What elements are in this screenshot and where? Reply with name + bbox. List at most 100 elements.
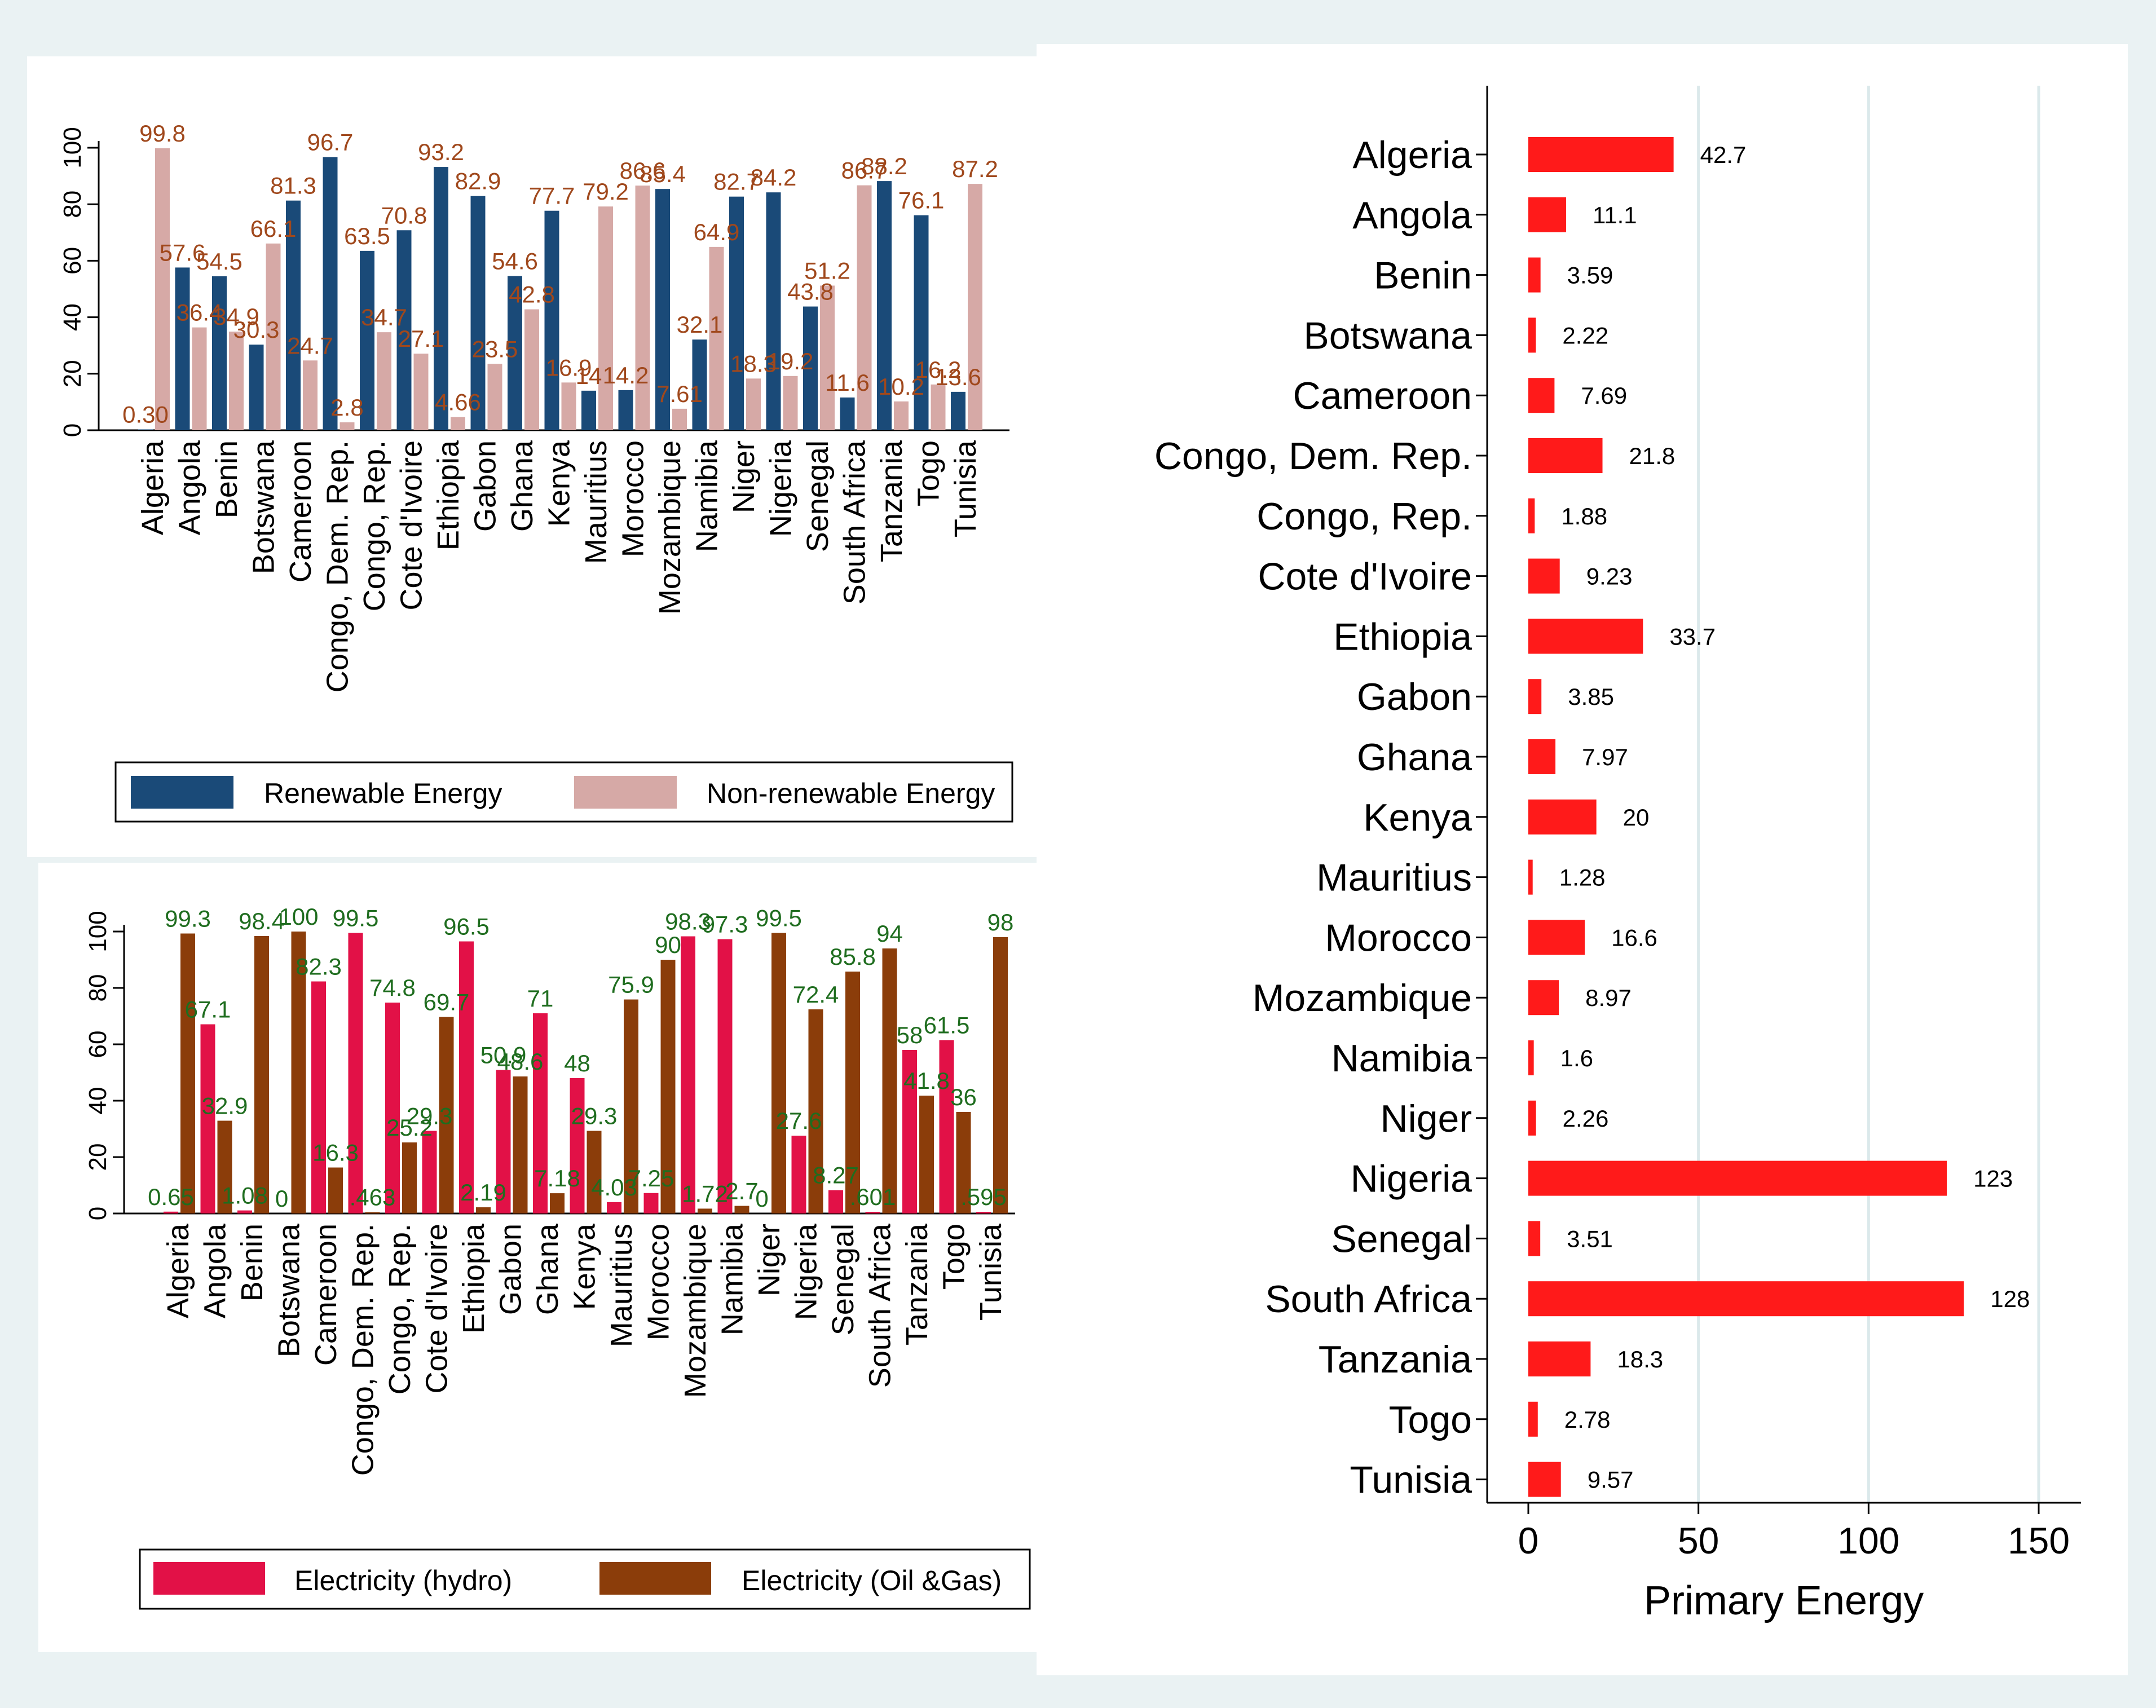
data-label: 82.9 <box>455 168 501 195</box>
bar-renewable-energy-cote-d-ivoire <box>396 230 412 430</box>
data-label: 41.8 <box>903 1067 950 1094</box>
primary-energy-category-labels: Algeria Angola Benin Botswana Cameroon Congo,… <box>1154 134 1472 1502</box>
data-label: 96.5 <box>443 913 490 940</box>
data-label: 1.72 <box>682 1180 728 1207</box>
category-label: Togo <box>937 1224 971 1290</box>
bar-renewable-energy-morocco <box>618 390 633 430</box>
category-label: Ghana <box>531 1223 565 1315</box>
data-label: 85.4 <box>640 161 686 187</box>
data-label: 10.2 <box>878 373 924 400</box>
electricity-share-chart: 0 20 40 60 80 100 0.65 67.1 1.08 0 82.3 99.5 74.8 29… <box>84 903 1031 1610</box>
data-label: 16.3 <box>312 1140 359 1166</box>
bar-renewable-energy-nigeria <box>766 192 781 430</box>
category-label: Tunisia <box>949 440 982 537</box>
bar-primary-morocco <box>1528 920 1585 955</box>
data-label: 18.3 <box>1617 1346 1663 1372</box>
data-label: 82.7 <box>713 169 760 195</box>
bar-primary-cameroon <box>1528 378 1555 413</box>
category-label: Ghana <box>505 440 539 532</box>
bar-electricity-hydro-ethiopia <box>459 941 474 1213</box>
data-label: 0 <box>275 1185 288 1212</box>
x-tick-label: 0 <box>1518 1520 1539 1561</box>
bar-electricity-hydro-mozambique <box>681 936 695 1213</box>
y-tick-label: 20 <box>59 360 86 387</box>
bar-electricity-oil-gas-cameroon <box>328 1167 343 1213</box>
data-label: 32.9 <box>202 1093 248 1119</box>
bar-non-renewable-energy-niger <box>746 378 761 430</box>
category-label: Ethiopia <box>1333 615 1472 658</box>
data-label: 7.18 <box>534 1165 580 1191</box>
legend-label-nonrenewable: Non-renewable Energy <box>707 778 995 809</box>
energy-share-bars <box>138 148 982 430</box>
bar-renewable-energy-mozambique <box>655 189 670 430</box>
bar-renewable-energy-tunisia <box>951 391 965 430</box>
data-label: 100 <box>279 903 318 930</box>
category-label: South Africa <box>1265 1278 1472 1321</box>
category-label: Mozambique <box>653 440 687 615</box>
bar-electricity-oil-gas-morocco <box>660 960 676 1213</box>
data-label: 16.9 <box>546 354 592 381</box>
data-label: 93.2 <box>418 139 464 165</box>
data-label: 3.59 <box>1567 262 1613 289</box>
legend-label-oilgas: Electricity (Oil &Gas) <box>742 1565 1002 1596</box>
legend-label-renewable: Renewable Energy <box>264 778 502 809</box>
category-label: Morocco <box>616 440 650 557</box>
category-label: Niger <box>752 1224 786 1296</box>
category-label: Tanzania <box>900 1223 934 1345</box>
category-label: Benin <box>210 440 244 518</box>
bar-primary-ghana <box>1528 739 1556 774</box>
bar-primary-angola <box>1528 197 1566 232</box>
data-label: 57.6 <box>160 239 206 266</box>
bar-renewable-energy-cameroon <box>286 200 301 430</box>
category-label: Congo, Dem. Rep. <box>346 1224 380 1476</box>
data-label: 87.2 <box>952 156 998 182</box>
electricity-share-value-labels: 0.65 67.1 1.08 0 82.3 99.5 74.8 29.3 96.5 50.9 71 4… <box>148 903 1013 1212</box>
category-label: Togo <box>912 440 946 506</box>
legend-swatch-oilgas <box>599 1562 711 1595</box>
data-label: 48 <box>564 1050 590 1076</box>
data-label: 24.7 <box>287 332 333 359</box>
data-label: 0.65 <box>148 1184 194 1210</box>
data-label: 36.4 <box>177 299 223 326</box>
data-label: 99.3 <box>165 906 211 932</box>
primary-energy-panel <box>1037 44 2128 1675</box>
data-label: 2.7 <box>725 1178 758 1204</box>
electricity-share-legend: Electricity (hydro) Electricity (Oil &Ga… <box>139 1548 1031 1610</box>
data-label: 34.9 <box>213 303 259 330</box>
bar-non-renewable-energy-mozambique <box>672 408 687 430</box>
bar-primary-mauritius <box>1528 859 1533 895</box>
bar-electricity-oil-gas-tunisia <box>993 937 1008 1213</box>
bar-electricity-oil-gas-botswana <box>291 932 306 1213</box>
data-label: 25.2 <box>386 1114 433 1141</box>
category-label: Angola <box>1352 194 1472 237</box>
data-label: 7.69 <box>1581 382 1627 409</box>
data-label: 2.8 <box>330 394 363 421</box>
category-label: Senegal <box>1331 1217 1472 1260</box>
bar-electricity-hydro-ghana <box>533 1013 548 1213</box>
category-label: Congo, Dem. Rep. <box>321 440 355 692</box>
bar-renewable-energy-benin <box>212 276 227 430</box>
bar-renewable-energy-kenya <box>544 210 559 430</box>
data-label: 0 <box>755 1185 768 1212</box>
bar-electricity-oil-gas-niger <box>771 933 786 1213</box>
bar-non-renewable-energy-namibia <box>709 246 724 430</box>
category-label: Cote d'Ivoire <box>1258 555 1472 598</box>
category-label: Mauritius <box>579 440 613 564</box>
category-label: Togo <box>1389 1398 1472 1441</box>
electricity-share-category-labels: Algeria Angola Benin Botswana Cameroon Congo,… <box>161 1223 1008 1476</box>
category-label: Namibia <box>716 1223 749 1335</box>
data-label: 9.23 <box>1586 563 1633 590</box>
bar-electricity-hydro-cameroon <box>311 981 326 1213</box>
data-label: 99.5 <box>756 905 802 932</box>
category-label: Ethiopia <box>431 440 465 550</box>
category-label: Congo, Dem. Rep. <box>1154 435 1472 478</box>
bar-primary-tunisia <box>1528 1462 1561 1497</box>
data-label: 18.3 <box>730 350 777 377</box>
bar-primary-congo-rep <box>1528 498 1535 533</box>
data-label: 7.61 <box>656 381 703 407</box>
electricity-share-bars <box>164 932 1008 1213</box>
data-label: .601 <box>850 1184 896 1210</box>
data-label: 14.2 <box>603 362 649 389</box>
data-label: 7.97 <box>1582 744 1628 770</box>
bar-non-renewable-energy-botswana <box>266 243 281 430</box>
